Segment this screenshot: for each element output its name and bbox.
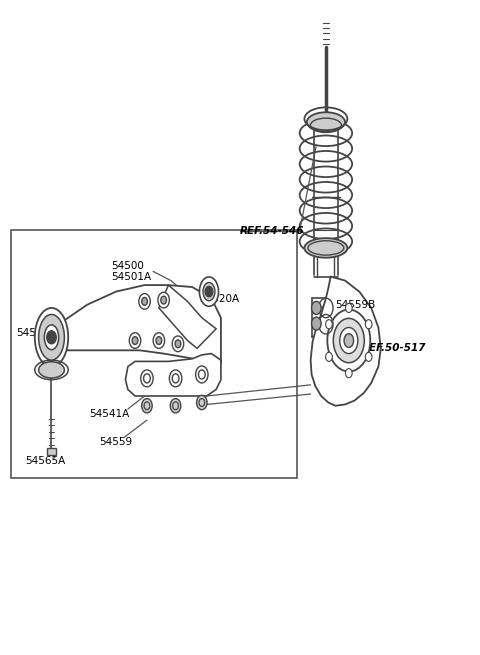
Circle shape — [142, 399, 152, 413]
Polygon shape — [125, 354, 221, 396]
Text: 54584A: 54584A — [16, 328, 56, 338]
Text: 54565A: 54565A — [25, 456, 65, 466]
Text: 54520A: 54520A — [199, 295, 240, 305]
Circle shape — [325, 320, 332, 329]
Circle shape — [161, 296, 167, 304]
Ellipse shape — [38, 314, 64, 360]
Circle shape — [197, 396, 207, 409]
Circle shape — [365, 352, 372, 362]
Bar — [11, 230, 297, 477]
Circle shape — [172, 336, 184, 352]
Bar — [47, 448, 56, 455]
Circle shape — [205, 286, 213, 297]
Circle shape — [346, 369, 352, 378]
Circle shape — [129, 333, 141, 348]
Circle shape — [312, 317, 321, 330]
Circle shape — [141, 370, 153, 387]
Ellipse shape — [38, 362, 64, 378]
Text: 54501A: 54501A — [111, 272, 151, 282]
Ellipse shape — [307, 112, 345, 132]
Circle shape — [346, 303, 352, 312]
Circle shape — [175, 340, 181, 348]
Text: 54559: 54559 — [99, 437, 132, 447]
Ellipse shape — [304, 238, 348, 257]
Text: REF.54-546: REF.54-546 — [240, 226, 304, 236]
Ellipse shape — [340, 328, 358, 354]
Circle shape — [47, 331, 56, 344]
Text: 54541A: 54541A — [90, 409, 130, 419]
Polygon shape — [311, 276, 381, 405]
Circle shape — [158, 292, 169, 308]
Circle shape — [196, 366, 208, 383]
Circle shape — [365, 320, 372, 329]
Polygon shape — [59, 285, 221, 364]
Circle shape — [312, 301, 321, 314]
Circle shape — [139, 293, 150, 309]
Polygon shape — [159, 285, 216, 348]
Ellipse shape — [199, 277, 218, 307]
Ellipse shape — [44, 325, 59, 350]
Text: 54559B: 54559B — [336, 300, 376, 310]
Circle shape — [169, 370, 182, 387]
Ellipse shape — [344, 333, 354, 347]
Circle shape — [325, 352, 332, 362]
Circle shape — [170, 399, 181, 413]
Circle shape — [153, 333, 165, 348]
Ellipse shape — [333, 318, 364, 363]
Text: REF.50-517: REF.50-517 — [362, 343, 426, 353]
Ellipse shape — [35, 308, 68, 367]
Ellipse shape — [203, 282, 215, 301]
Circle shape — [132, 337, 138, 345]
Text: 54500: 54500 — [111, 261, 144, 271]
Circle shape — [142, 297, 147, 305]
Circle shape — [156, 337, 162, 345]
Ellipse shape — [327, 310, 370, 371]
